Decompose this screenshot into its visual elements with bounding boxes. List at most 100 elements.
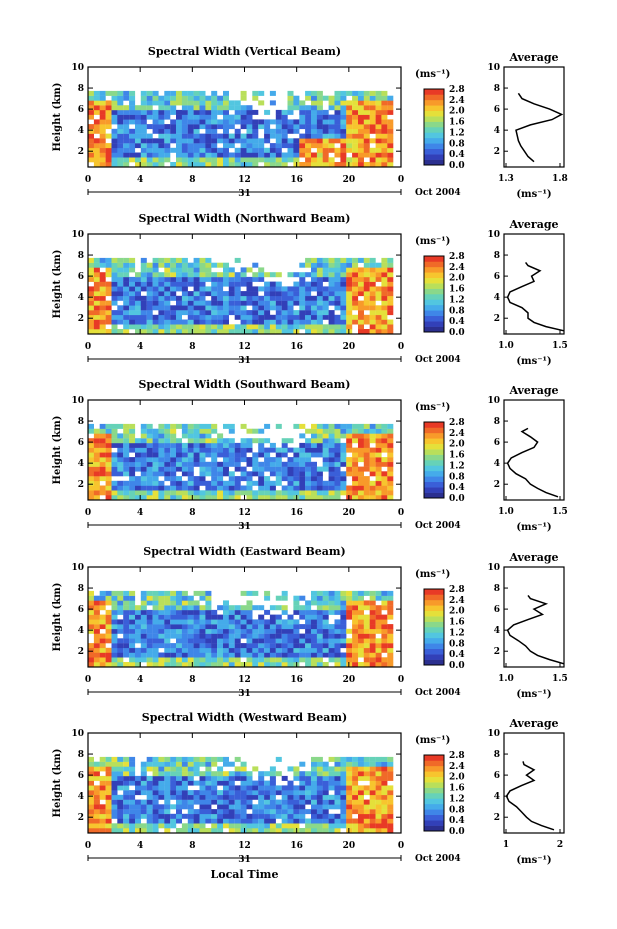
heatmap-cell bbox=[88, 95, 94, 101]
heatmap-cell bbox=[252, 457, 259, 463]
heatmap-cell bbox=[181, 785, 188, 791]
heatmap-cell bbox=[135, 272, 141, 278]
heatmap-cell bbox=[93, 124, 100, 130]
average-x-tick-label: 1.3 bbox=[498, 174, 514, 184]
heatmap-cell bbox=[328, 428, 335, 434]
heatmap-cell bbox=[223, 272, 229, 278]
heatmap-cell bbox=[111, 628, 118, 634]
heatmap-cell bbox=[375, 262, 382, 268]
heatmap-cell bbox=[205, 590, 212, 596]
heatmap-cell bbox=[187, 605, 194, 611]
heatmap-cell bbox=[117, 756, 124, 762]
heatmap-cell bbox=[258, 428, 265, 434]
month-year-label: Oct 2004 bbox=[415, 188, 461, 198]
heatmap-cell bbox=[146, 433, 153, 439]
heatmap-cell bbox=[129, 90, 136, 96]
heatmap-cell bbox=[88, 785, 94, 791]
heatmap-cell bbox=[217, 105, 224, 111]
heatmap-cell bbox=[199, 423, 206, 429]
heatmap-cell bbox=[352, 828, 359, 833]
heatmap-cell bbox=[358, 485, 364, 491]
heatmap-cell bbox=[328, 447, 335, 453]
heatmap-cell bbox=[240, 605, 247, 611]
heatmap-cell bbox=[123, 614, 130, 620]
heatmap-cell bbox=[346, 105, 353, 111]
heatmap-cell bbox=[264, 314, 271, 320]
heatmap-cell bbox=[199, 138, 206, 144]
heatmap-cell bbox=[352, 305, 359, 311]
heatmap-cell bbox=[246, 775, 253, 781]
heatmap-cell bbox=[369, 828, 376, 833]
heatmap-cell bbox=[299, 775, 306, 781]
heatmap-cell bbox=[264, 485, 271, 491]
heatmap-cell bbox=[287, 614, 294, 620]
heatmap-cell bbox=[193, 324, 200, 330]
x-tick-label: 8 bbox=[189, 841, 195, 851]
heatmap-cell bbox=[346, 761, 353, 767]
heatmap-cell bbox=[228, 124, 235, 130]
heatmap-cell bbox=[305, 138, 312, 144]
heatmap-cell bbox=[334, 447, 341, 453]
heatmap-cell bbox=[269, 480, 276, 486]
heatmap-cell bbox=[129, 423, 136, 429]
heatmap-cell bbox=[299, 314, 306, 320]
heatmap-cell bbox=[269, 90, 276, 96]
y-tick-label: 10 bbox=[71, 563, 84, 573]
heatmap-cell bbox=[193, 128, 200, 134]
x-tick-label: 4 bbox=[137, 841, 143, 851]
average-profile-line bbox=[515, 92, 564, 163]
heatmap-cell bbox=[193, 433, 200, 439]
heatmap-cell bbox=[146, 147, 153, 153]
heatmap-cell bbox=[264, 628, 271, 634]
heatmap-cell bbox=[264, 295, 271, 301]
heatmap-cell bbox=[199, 619, 206, 625]
heatmap-cell bbox=[99, 809, 106, 815]
heatmap-cell bbox=[193, 624, 200, 630]
heatmap-cell bbox=[258, 476, 265, 482]
heatmap-cell bbox=[322, 329, 329, 334]
heatmap-cell bbox=[152, 600, 159, 606]
heatmap-cell bbox=[322, 823, 329, 829]
colorbar-swatch bbox=[424, 643, 444, 650]
heatmap-cell bbox=[146, 614, 153, 620]
heatmap-cell bbox=[287, 447, 294, 453]
heatmap-cell bbox=[193, 100, 200, 106]
heatmap-cell bbox=[152, 281, 159, 287]
heatmap-cell bbox=[328, 138, 335, 144]
heatmap-cell bbox=[240, 152, 247, 158]
heatmap-cell bbox=[140, 133, 147, 139]
heatmap-cell bbox=[328, 295, 335, 301]
heatmap-cell bbox=[170, 495, 177, 500]
heatmap-cell bbox=[334, 267, 341, 273]
heatmap-cell bbox=[117, 423, 124, 429]
heatmap-cell bbox=[305, 780, 312, 786]
heatmap-cell bbox=[140, 90, 147, 96]
heatmap-cell bbox=[211, 457, 218, 463]
heatmap-cell bbox=[117, 619, 124, 625]
heatmap-cell bbox=[363, 823, 370, 829]
heatmap-cell bbox=[187, 109, 194, 115]
heatmap-cell bbox=[240, 295, 247, 301]
heatmap-cell bbox=[287, 105, 294, 111]
heatmap-cell bbox=[322, 828, 329, 833]
heatmap-cell bbox=[363, 600, 370, 606]
heatmap-cell bbox=[352, 662, 359, 667]
heatmap-cell bbox=[334, 756, 341, 762]
heatmap-cell bbox=[358, 114, 364, 120]
heatmap-cell bbox=[199, 124, 206, 130]
heatmap-cell bbox=[352, 257, 359, 263]
heatmap-cell bbox=[322, 804, 329, 810]
heatmap-cell bbox=[322, 124, 329, 130]
heatmap-cell bbox=[176, 152, 182, 158]
heatmap-cell bbox=[316, 780, 323, 786]
heatmap-cell bbox=[199, 305, 206, 311]
heatmap-cell bbox=[117, 105, 124, 111]
heatmap-cell bbox=[228, 804, 235, 810]
heatmap-cell bbox=[316, 133, 323, 139]
colorbar-tick-label: 2.4 bbox=[449, 429, 465, 439]
heatmap-cell bbox=[269, 614, 276, 620]
heatmap-cell bbox=[246, 771, 253, 777]
heatmap-cell bbox=[111, 761, 118, 767]
heatmap-cell bbox=[281, 329, 288, 334]
heatmap-cell bbox=[164, 329, 171, 334]
